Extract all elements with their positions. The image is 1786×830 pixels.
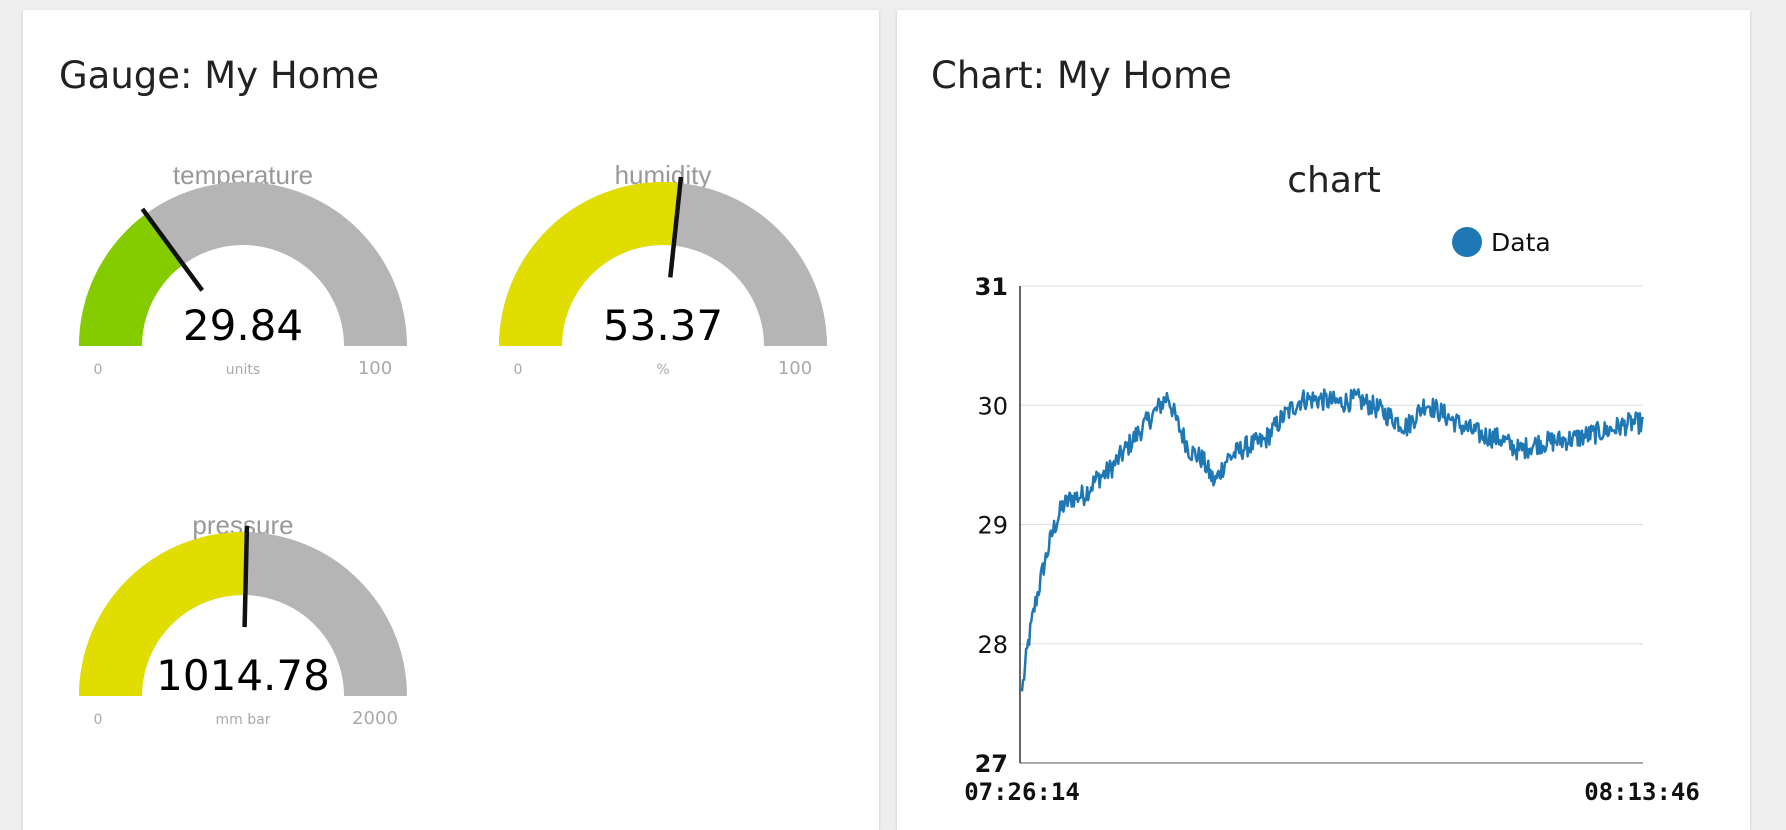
gauge-min: 0 bbox=[94, 362, 103, 378]
gauge-fill bbox=[79, 213, 184, 346]
gauge-units: units bbox=[226, 362, 260, 378]
x-tick-label-end: 08:13:46 bbox=[1584, 778, 1700, 806]
gauge-value: 1014.78 bbox=[156, 651, 330, 700]
y-tick-label: 27 bbox=[975, 750, 1008, 778]
y-tick-label: 30 bbox=[977, 392, 1008, 420]
chart-panel: Chart: My Home chart Data 27 28 29 30 31 07:… bbox=[897, 10, 1750, 830]
chart-title: chart bbox=[1287, 160, 1381, 201]
gauge-needle bbox=[140, 207, 204, 292]
y-tick-label: 28 bbox=[977, 631, 1008, 659]
gauge-units: mm bar bbox=[216, 712, 271, 728]
gauge-units: % bbox=[656, 362, 669, 378]
chart-panel-title: Chart: My Home bbox=[931, 54, 1232, 97]
gauge-fill bbox=[499, 181, 681, 346]
gauge-panel-title: Gauge: My Home bbox=[59, 54, 380, 97]
gauge-track bbox=[79, 182, 407, 346]
line-chart: chart Data 27 28 29 30 31 07:26:14 08:13:46 bbox=[964, 160, 1700, 806]
gauge-max: 100 bbox=[778, 358, 812, 379]
gauge-value: 53.37 bbox=[603, 301, 723, 350]
gauge-value: 29.84 bbox=[183, 301, 303, 350]
gauge-max: 2000 bbox=[352, 708, 398, 729]
data-series-line bbox=[1020, 388, 1645, 692]
gauge-humidity: humidity 53.37 0 % 100 bbox=[483, 150, 843, 410]
gauge-min: 0 bbox=[94, 712, 103, 728]
gauge-temperature: temperature 29.84 0 units 100 bbox=[63, 150, 423, 410]
legend-marker-icon[interactable] bbox=[1452, 227, 1482, 257]
gauge-fill bbox=[79, 532, 247, 696]
gauge-min: 0 bbox=[514, 362, 523, 378]
legend-label[interactable]: Data bbox=[1491, 228, 1551, 257]
y-tick-label: 29 bbox=[977, 512, 1008, 540]
gauge-panel: Gauge: My Home temperature 29.84 0 units… bbox=[23, 10, 879, 830]
gauge-needle bbox=[242, 525, 250, 628]
gauge-pressure: pressure 1014.78 0 mm bar 2000 bbox=[63, 500, 423, 760]
gauge-max: 100 bbox=[358, 358, 392, 379]
x-tick-label-start: 07:26:14 bbox=[964, 778, 1080, 806]
y-tick-label: 31 bbox=[975, 273, 1008, 301]
gauge-needle bbox=[668, 176, 684, 278]
